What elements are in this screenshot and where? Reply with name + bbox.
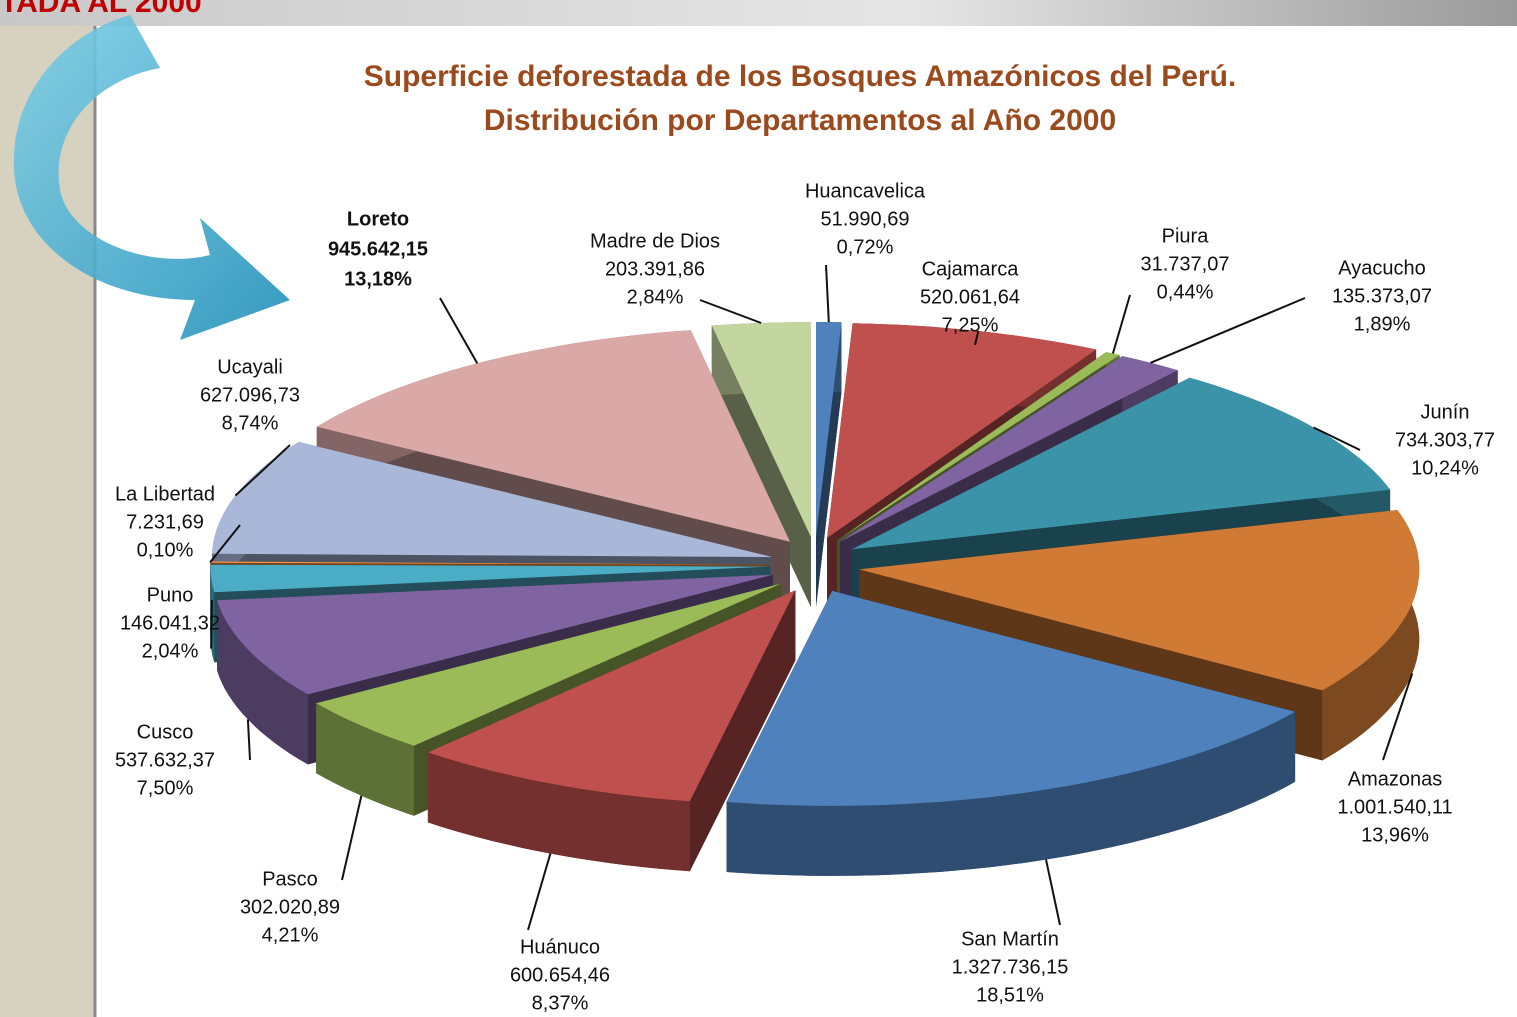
data-label: Junín xyxy=(1421,401,1470,423)
leader-line xyxy=(440,298,477,363)
data-label: 302.020,89 xyxy=(240,896,340,918)
data-label: 13,18% xyxy=(344,268,412,290)
data-label: 8,74% xyxy=(222,412,279,434)
data-label: 10,24% xyxy=(1411,457,1479,479)
data-label: Ayacucho xyxy=(1338,257,1425,279)
chart-subtitle: Distribución por Departamentos al Año 20… xyxy=(484,104,1116,137)
slide-header: STADA AL 2000 xyxy=(0,0,202,19)
leader-line xyxy=(248,719,250,760)
data-label: 1,89% xyxy=(1354,313,1411,335)
data-label: Pasco xyxy=(262,868,318,890)
data-label: 2,84% xyxy=(627,286,684,308)
data-label: Ucayali xyxy=(217,356,283,378)
data-label: 0,72% xyxy=(837,236,894,258)
data-label: Loreto xyxy=(347,208,409,230)
data-label: Cajamarca xyxy=(922,258,1020,280)
data-label: 7,25% xyxy=(942,314,999,336)
data-label: 4,21% xyxy=(262,924,319,946)
leader-line xyxy=(342,796,361,880)
data-label: 18,51% xyxy=(976,984,1044,1006)
data-label: 2,04% xyxy=(142,640,199,662)
data-label: 203.391,86 xyxy=(605,258,705,280)
top-bar xyxy=(0,0,1517,26)
data-label: San Martín xyxy=(961,928,1059,950)
data-label: 8,37% xyxy=(532,992,589,1014)
leader-line xyxy=(1151,298,1305,363)
data-label: 31.737,07 xyxy=(1141,253,1230,275)
leader-line xyxy=(826,265,829,322)
slide: STADA AL 2000 Superficie deforestada de … xyxy=(0,0,1517,1017)
data-label: 1.001.540,11 xyxy=(1337,796,1452,818)
leader-line xyxy=(1113,295,1130,354)
data-label: La Libertad xyxy=(115,483,215,505)
data-label: 734.303,77 xyxy=(1395,429,1495,451)
data-label: Cusco xyxy=(137,721,194,743)
data-label: Amazonas xyxy=(1348,768,1443,790)
chart-title: Superficie deforestada de los Bosques Am… xyxy=(364,60,1236,93)
data-label: 0,44% xyxy=(1157,281,1214,303)
data-label: 945.642,15 xyxy=(328,238,428,260)
data-label: 51.990,69 xyxy=(821,208,910,230)
data-label: Huancavelica xyxy=(805,180,926,202)
data-label: 146.041,32 xyxy=(120,612,220,634)
data-label: 7.231,69 xyxy=(126,511,204,533)
data-label: 135.373,07 xyxy=(1332,285,1432,307)
data-label: Piura xyxy=(1162,225,1210,247)
data-label: 13,96% xyxy=(1361,824,1429,846)
data-label: 627.096,73 xyxy=(200,384,300,406)
data-label: Madre de Dios xyxy=(590,230,720,252)
data-label: 1.327.736,15 xyxy=(952,956,1069,978)
data-label: 0,10% xyxy=(137,539,194,561)
leader-line xyxy=(700,300,761,323)
data-label: 7,50% xyxy=(137,777,194,799)
leader-line xyxy=(1046,860,1060,925)
data-label: 520.061,64 xyxy=(920,286,1020,308)
data-label: 600.654,46 xyxy=(510,964,610,986)
data-label: 537.632,37 xyxy=(115,749,215,771)
leader-line xyxy=(528,854,550,931)
data-label: Puno xyxy=(147,584,194,606)
data-label: Huánuco xyxy=(520,936,600,958)
leader-line xyxy=(211,600,212,649)
